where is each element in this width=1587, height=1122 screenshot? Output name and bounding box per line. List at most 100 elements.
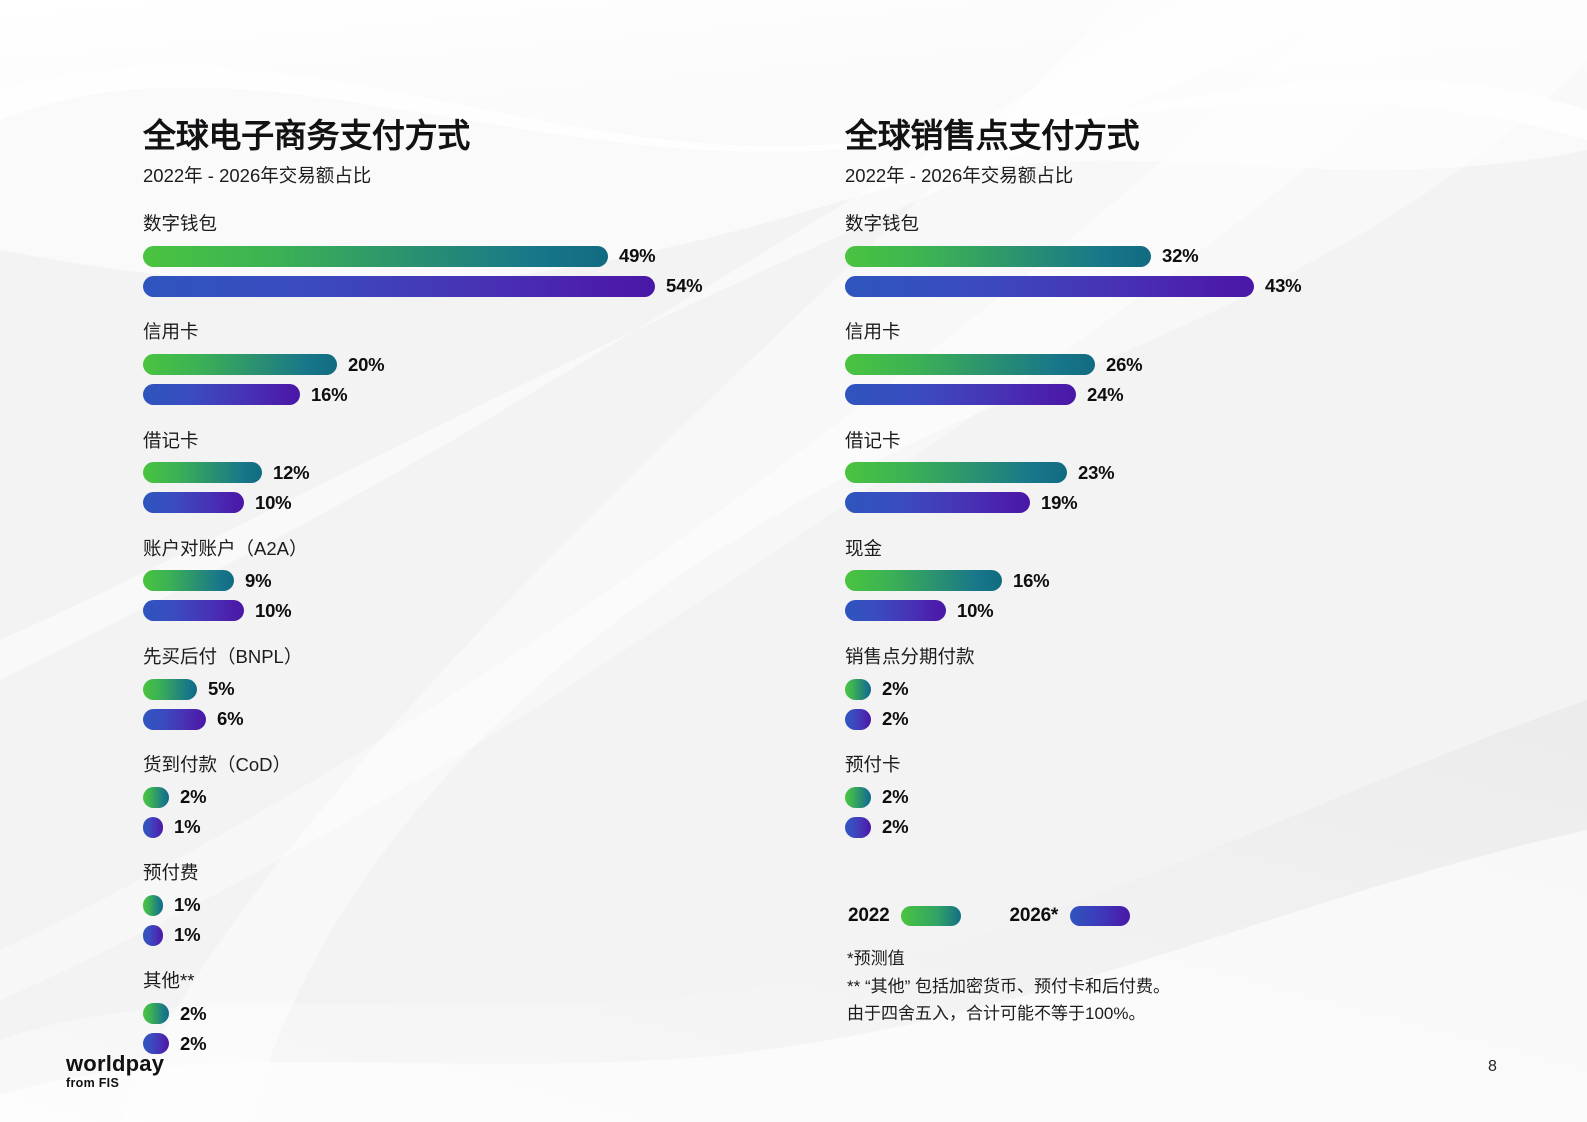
logo-wordmark: worldpay bbox=[66, 1051, 165, 1076]
logo-tagline: from FIS bbox=[66, 1076, 120, 1091]
legend-label: 2026* bbox=[1009, 905, 1059, 926]
bar-y2026 bbox=[845, 492, 1030, 514]
bar-y2026 bbox=[143, 384, 300, 406]
bar-y2026 bbox=[845, 600, 946, 622]
chart-legend: 2022 2026* bbox=[848, 905, 1178, 927]
bar-row: 1% bbox=[143, 814, 803, 840]
chart-panel-ecommerce: 全球电子商务支付方式 2022年 - 2026年交易额占比 数字钱包 49% 54%… bbox=[143, 117, 803, 1079]
bar-group: 信用卡 26% 24% bbox=[845, 321, 1525, 407]
bar-y2022 bbox=[845, 245, 1151, 267]
footnotes: *预测值 ** “其他” 包括加密货币、预付卡和后付费。 由于四舍五入，合计可能不等… bbox=[847, 945, 1170, 1028]
bar-group: 账户对账户（A2A） 9% 10% bbox=[143, 538, 803, 624]
bar-y2022 bbox=[143, 462, 262, 484]
legend-label: 2022 bbox=[848, 905, 890, 926]
bar-value-label: 10% bbox=[255, 491, 292, 513]
page-title-pointofsale: 全球销售点支付方式 bbox=[845, 117, 1140, 154]
bar-group: 先买后付（BNPL） 5% 6% bbox=[143, 646, 803, 732]
bar-row: 2% bbox=[845, 676, 1525, 702]
bar-group-label: 现金 bbox=[845, 537, 883, 559]
footnote-line-3: 由于四舍五入，合计可能不等于100%。 bbox=[847, 1004, 1146, 1024]
bar-value-label: 10% bbox=[957, 599, 994, 621]
bar-value-label: 1% bbox=[174, 816, 201, 838]
bar-row: 2% bbox=[143, 784, 803, 810]
bar-value-label: 12% bbox=[273, 461, 310, 483]
bar-row: 1% bbox=[143, 922, 803, 948]
bar-value-label: 20% bbox=[348, 353, 385, 375]
bar-group-label: 信用卡 bbox=[845, 321, 901, 343]
bar-row: 54% bbox=[143, 273, 803, 299]
bar-value-label: 2% bbox=[180, 786, 207, 808]
bar-group: 借记卡 23% 19% bbox=[845, 430, 1525, 516]
bar-row: 2% bbox=[845, 706, 1525, 732]
bar-row: 2% bbox=[143, 1031, 803, 1057]
legend-item-y2022: 2022 bbox=[848, 905, 962, 927]
bar-y2022 bbox=[845, 570, 1002, 592]
bar-value-label: 5% bbox=[208, 678, 235, 700]
bar-value-label: 2% bbox=[180, 1032, 207, 1054]
bar-y2026 bbox=[143, 600, 244, 622]
bar-row: 10% bbox=[845, 598, 1525, 624]
bar-value-label: 2% bbox=[882, 786, 909, 808]
bar-group-label: 预付卡 bbox=[845, 754, 901, 776]
bar-group: 借记卡 12% 10% bbox=[143, 430, 803, 516]
bar-y2022 bbox=[845, 354, 1095, 376]
bar-y2026 bbox=[845, 708, 871, 730]
bar-value-label: 24% bbox=[1087, 383, 1124, 405]
bar-y2026 bbox=[143, 492, 244, 514]
bar-value-label: 2% bbox=[180, 1002, 207, 1024]
bar-y2022 bbox=[143, 1003, 169, 1025]
page-subtitle-ecommerce: 2022年 - 2026年交易额占比 bbox=[143, 164, 372, 186]
bar-group-label: 借记卡 bbox=[845, 429, 901, 451]
bar-row: 20% bbox=[143, 352, 803, 378]
bar-row: 24% bbox=[845, 382, 1525, 408]
bar-row: 1% bbox=[143, 892, 803, 918]
bar-value-label: 54% bbox=[666, 275, 703, 297]
bar-value-label: 43% bbox=[1265, 275, 1302, 297]
footnote-line-1: *预测值 bbox=[847, 949, 905, 968]
bar-y2022 bbox=[143, 570, 234, 592]
bar-value-label: 16% bbox=[311, 383, 348, 405]
bar-row: 43% bbox=[845, 273, 1525, 299]
bar-row: 32% bbox=[845, 243, 1525, 269]
bar-y2026 bbox=[143, 816, 163, 838]
bar-value-label: 6% bbox=[217, 708, 244, 730]
bar-row: 6% bbox=[143, 706, 803, 732]
bar-group: 数字钱包 49% 54% bbox=[143, 213, 803, 299]
bar-group-label: 货到付款（CoD） bbox=[143, 754, 292, 776]
bar-row: 2% bbox=[143, 1001, 803, 1027]
bar-row: 2% bbox=[845, 784, 1525, 810]
bar-value-label: 16% bbox=[1013, 569, 1050, 591]
bar-value-label: 10% bbox=[255, 599, 292, 621]
page-subtitle-pointofsale: 2022年 - 2026年交易额占比 bbox=[845, 164, 1074, 186]
bar-group: 预付费 1% 1% bbox=[143, 862, 803, 948]
bar-group-label: 先买后付（BNPL） bbox=[143, 645, 303, 667]
bar-value-label: 19% bbox=[1041, 491, 1078, 513]
bar-row: 2% bbox=[845, 814, 1525, 840]
bar-group: 信用卡 20% 16% bbox=[143, 321, 803, 407]
bar-row: 10% bbox=[143, 490, 803, 516]
bar-row: 26% bbox=[845, 352, 1525, 378]
bar-value-label: 1% bbox=[174, 894, 201, 916]
bar-row: 23% bbox=[845, 460, 1525, 486]
bar-group: 销售点分期付款 2% 2% bbox=[845, 646, 1525, 732]
bar-group-label: 数字钱包 bbox=[143, 213, 218, 235]
bar-value-label: 2% bbox=[882, 708, 909, 730]
bar-y2022 bbox=[845, 462, 1067, 484]
legend-item-y2026: 2026* bbox=[1009, 905, 1131, 927]
bar-group-list-ecommerce: 数字钱包 49% 54% 信用卡 20% 16% 借记卡 12% 10% 账户对账户（A2A） 9%… bbox=[143, 213, 803, 1057]
bar-value-label: 49% bbox=[619, 245, 656, 267]
footnote-line-2: ** “其他” 包括加密货币、预付卡和后付费。 bbox=[847, 976, 1170, 996]
legend-swatch-y2026 bbox=[1070, 906, 1131, 926]
bar-value-label: 2% bbox=[882, 816, 909, 838]
bar-group-list-pointofsale: 数字钱包 32% 43% 信用卡 26% 24% 借记卡 23% 19% 现金 16% 10% 销售点分… bbox=[845, 213, 1525, 840]
bar-row: 16% bbox=[143, 382, 803, 408]
bar-row: 5% bbox=[143, 676, 803, 702]
bar-value-label: 1% bbox=[174, 924, 201, 946]
bar-group-label: 账户对账户（A2A） bbox=[143, 537, 308, 559]
bar-y2026 bbox=[845, 384, 1076, 406]
bar-group: 数字钱包 32% 43% bbox=[845, 213, 1525, 299]
bar-y2022 bbox=[143, 245, 608, 267]
worldpay-logo: worldpay from FIS bbox=[66, 1052, 164, 1090]
bar-value-label: 2% bbox=[882, 678, 909, 700]
